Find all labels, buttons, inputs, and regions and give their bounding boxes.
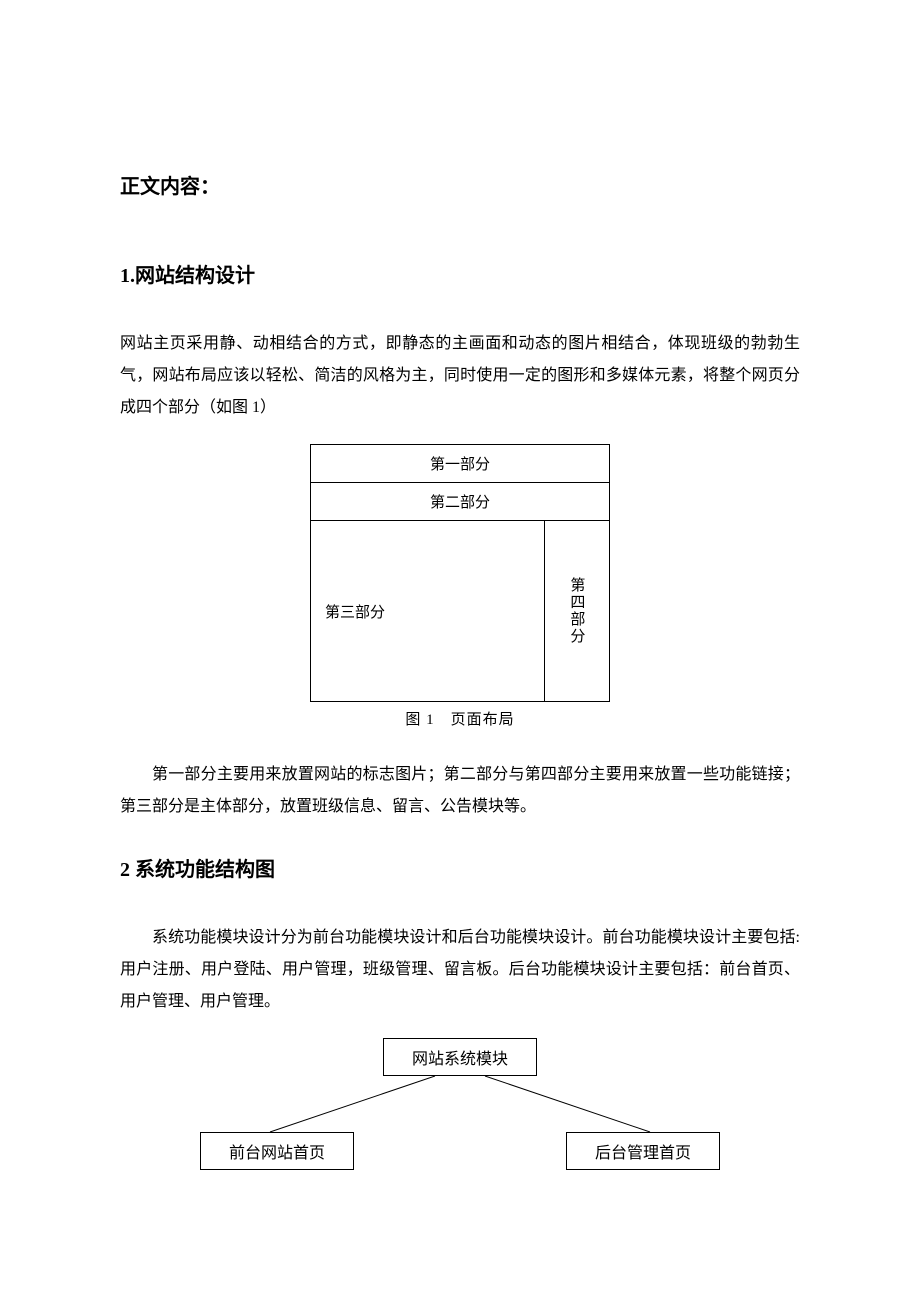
section-2-paragraph-1: 系统功能模块设计分为前台功能模块设计和后台功能模块设计。前台功能模块设计主要包括… xyxy=(120,922,800,1018)
tree-root-node: 网站系统模块 xyxy=(383,1038,537,1076)
tree-children-row: 前台网站首页 后台管理首页 xyxy=(200,1132,720,1170)
section-2-heading: 2 系统功能结构图 xyxy=(120,853,800,882)
figure-1-caption: 图 1 页面布局 xyxy=(405,708,514,729)
layout-part-4-label: 第四部分 xyxy=(566,577,587,645)
layout-diagram: 第一部分 第二部分 第三部分 第四部分 xyxy=(310,444,610,702)
section-1-paragraph-1: 网站主页采用静、动相结合的方式，即静态的主画面和动态的图片相结合，体现班级的勃勃… xyxy=(120,328,800,424)
section-1-paragraph-2: 第一部分主要用来放置网站的标志图片；第二部分与第四部分主要用来放置一些功能链接；… xyxy=(120,759,800,823)
layout-part-4: 第四部分 xyxy=(545,521,609,701)
figure-2-tree: 网站系统模块 前台网站首页 后台管理首页 xyxy=(120,1038,800,1170)
figure-1: 第一部分 第二部分 第三部分 第四部分 图 1 页面布局 xyxy=(120,444,800,729)
tree-node-frontend: 前台网站首页 xyxy=(200,1132,354,1170)
layout-split-row: 第三部分 第四部分 xyxy=(311,521,609,701)
layout-part-3: 第三部分 xyxy=(311,521,545,701)
section-1-heading: 1.网站结构设计 xyxy=(120,259,800,288)
tree-node-backend: 后台管理首页 xyxy=(566,1132,720,1170)
layout-part-1: 第一部分 xyxy=(311,445,609,483)
document-title: 正文内容： xyxy=(120,170,800,199)
layout-part-2: 第二部分 xyxy=(311,483,609,521)
tree-connector-lines xyxy=(230,1076,690,1132)
